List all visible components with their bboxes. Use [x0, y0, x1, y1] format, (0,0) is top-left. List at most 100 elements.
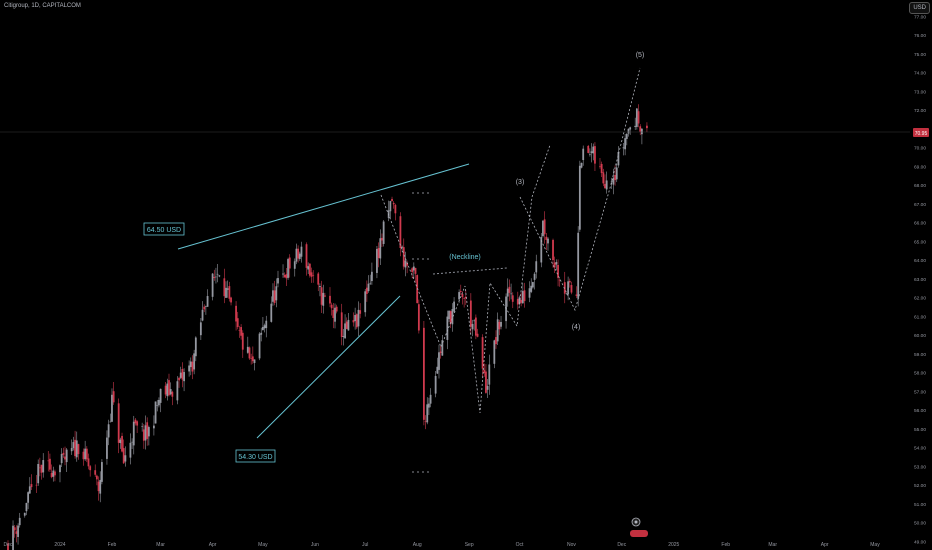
lower-trendline[interactable]	[256, 295, 401, 439]
candle-body	[401, 246, 403, 248]
candle-body	[382, 221, 385, 244]
candle-body	[288, 257, 291, 269]
candle-body	[109, 421, 112, 423]
candle-body	[310, 272, 313, 277]
candle-body	[553, 262, 556, 268]
candle-body	[508, 286, 511, 293]
candle-body	[283, 275, 286, 278]
candle-body	[622, 147, 625, 149]
candle-body	[599, 166, 601, 167]
candle-body	[324, 295, 326, 297]
candle-body	[521, 291, 524, 304]
upper-trendline[interactable]	[177, 163, 470, 250]
symbol-title: Citigroup, 1D, CAPITALCOM	[4, 3, 81, 9]
candle-body	[215, 276, 217, 278]
candle-body	[485, 371, 487, 393]
candle-body	[429, 394, 432, 404]
candle-body	[530, 285, 533, 292]
candle-body	[473, 320, 476, 322]
candle-body	[250, 358, 253, 359]
candle-body	[106, 437, 108, 459]
time-tick-label: May	[258, 542, 268, 548]
candle-body	[605, 180, 608, 190]
candle-body	[469, 300, 472, 327]
candle-body	[260, 332, 263, 335]
candle-body	[136, 421, 139, 426]
candle-body	[498, 321, 501, 330]
candle-body	[228, 286, 231, 299]
candle-body	[570, 285, 573, 293]
candle-body	[543, 219, 546, 235]
candle-body	[376, 248, 378, 273]
candle-body	[319, 286, 321, 288]
candle-body	[307, 266, 310, 270]
candle-body	[624, 138, 627, 150]
candle-body	[188, 365, 191, 372]
candle-body	[166, 383, 169, 397]
candle-body	[614, 174, 616, 181]
candle-body	[533, 273, 536, 280]
price-tick-label: 51.00	[914, 502, 926, 508]
candle-body	[578, 165, 581, 230]
candle-body	[627, 128, 630, 134]
elliott-wave-path	[380, 144, 551, 414]
time-axis[interactable]: Dec 2024 Feb Mar Apr May Jun Jul Aug Sep Oct Nov Dec…	[4, 542, 881, 548]
candle-body	[458, 292, 461, 300]
candle-body	[600, 163, 603, 174]
time-tick-label: 2025	[668, 542, 679, 548]
candle-body	[495, 337, 497, 345]
candle-body	[518, 297, 521, 304]
price-tick-label: 54.00	[914, 446, 926, 452]
candle-body	[406, 262, 409, 266]
neckline[interactable]	[432, 267, 508, 275]
price-tick-label: 67.00	[914, 202, 926, 208]
candle-body	[404, 260, 407, 268]
candle-body	[438, 352, 440, 370]
price-axis[interactable]: 77.0076.0075.0074.0073.0072.0071.0070.00…	[910, 0, 932, 550]
currency-button[interactable]: USD	[909, 2, 930, 14]
candle-body	[364, 291, 367, 313]
candle-body	[17, 525, 19, 537]
candle-body	[340, 312, 343, 337]
candle-body	[28, 486, 31, 494]
event-markers[interactable]	[630, 517, 648, 537]
price-tick-label: 53.00	[914, 464, 926, 470]
candle-body	[392, 202, 395, 205]
candle-body	[84, 448, 87, 460]
candle-body	[320, 287, 323, 305]
candle-body	[317, 273, 320, 285]
time-tick-label: Oct	[516, 542, 524, 548]
candle-body	[168, 380, 170, 396]
time-tick-label: Apr	[821, 542, 829, 548]
candle-body	[230, 297, 232, 303]
earnings-icon[interactable]	[630, 530, 648, 537]
candle-body	[218, 275, 221, 277]
candle-body	[602, 172, 605, 184]
drawing-overlays	[0, 67, 910, 473]
price-tick-label: 61.00	[914, 314, 926, 320]
candle-body	[287, 259, 289, 278]
candle-body	[528, 288, 531, 298]
candle-body	[164, 385, 167, 395]
candle-body	[64, 456, 66, 460]
candle-body	[531, 282, 534, 288]
candle-body	[322, 292, 325, 306]
time-tick-label: Mar	[768, 542, 777, 548]
last-price-text: 70.95	[915, 131, 928, 137]
time-tick-label: Apr	[209, 542, 217, 548]
candle-body	[129, 442, 132, 458]
candle-body	[285, 274, 288, 279]
candle-body	[85, 448, 88, 460]
candle-body	[446, 316, 449, 340]
candle-body	[476, 333, 479, 337]
wave4-path	[519, 67, 641, 312]
candle-body	[342, 336, 345, 337]
candle-body	[451, 309, 454, 325]
candle-body	[193, 353, 196, 370]
candle-body	[592, 146, 595, 154]
candle-body	[146, 422, 149, 439]
candle-body	[169, 389, 172, 395]
candle-body	[428, 403, 430, 408]
candle-body	[225, 287, 227, 298]
